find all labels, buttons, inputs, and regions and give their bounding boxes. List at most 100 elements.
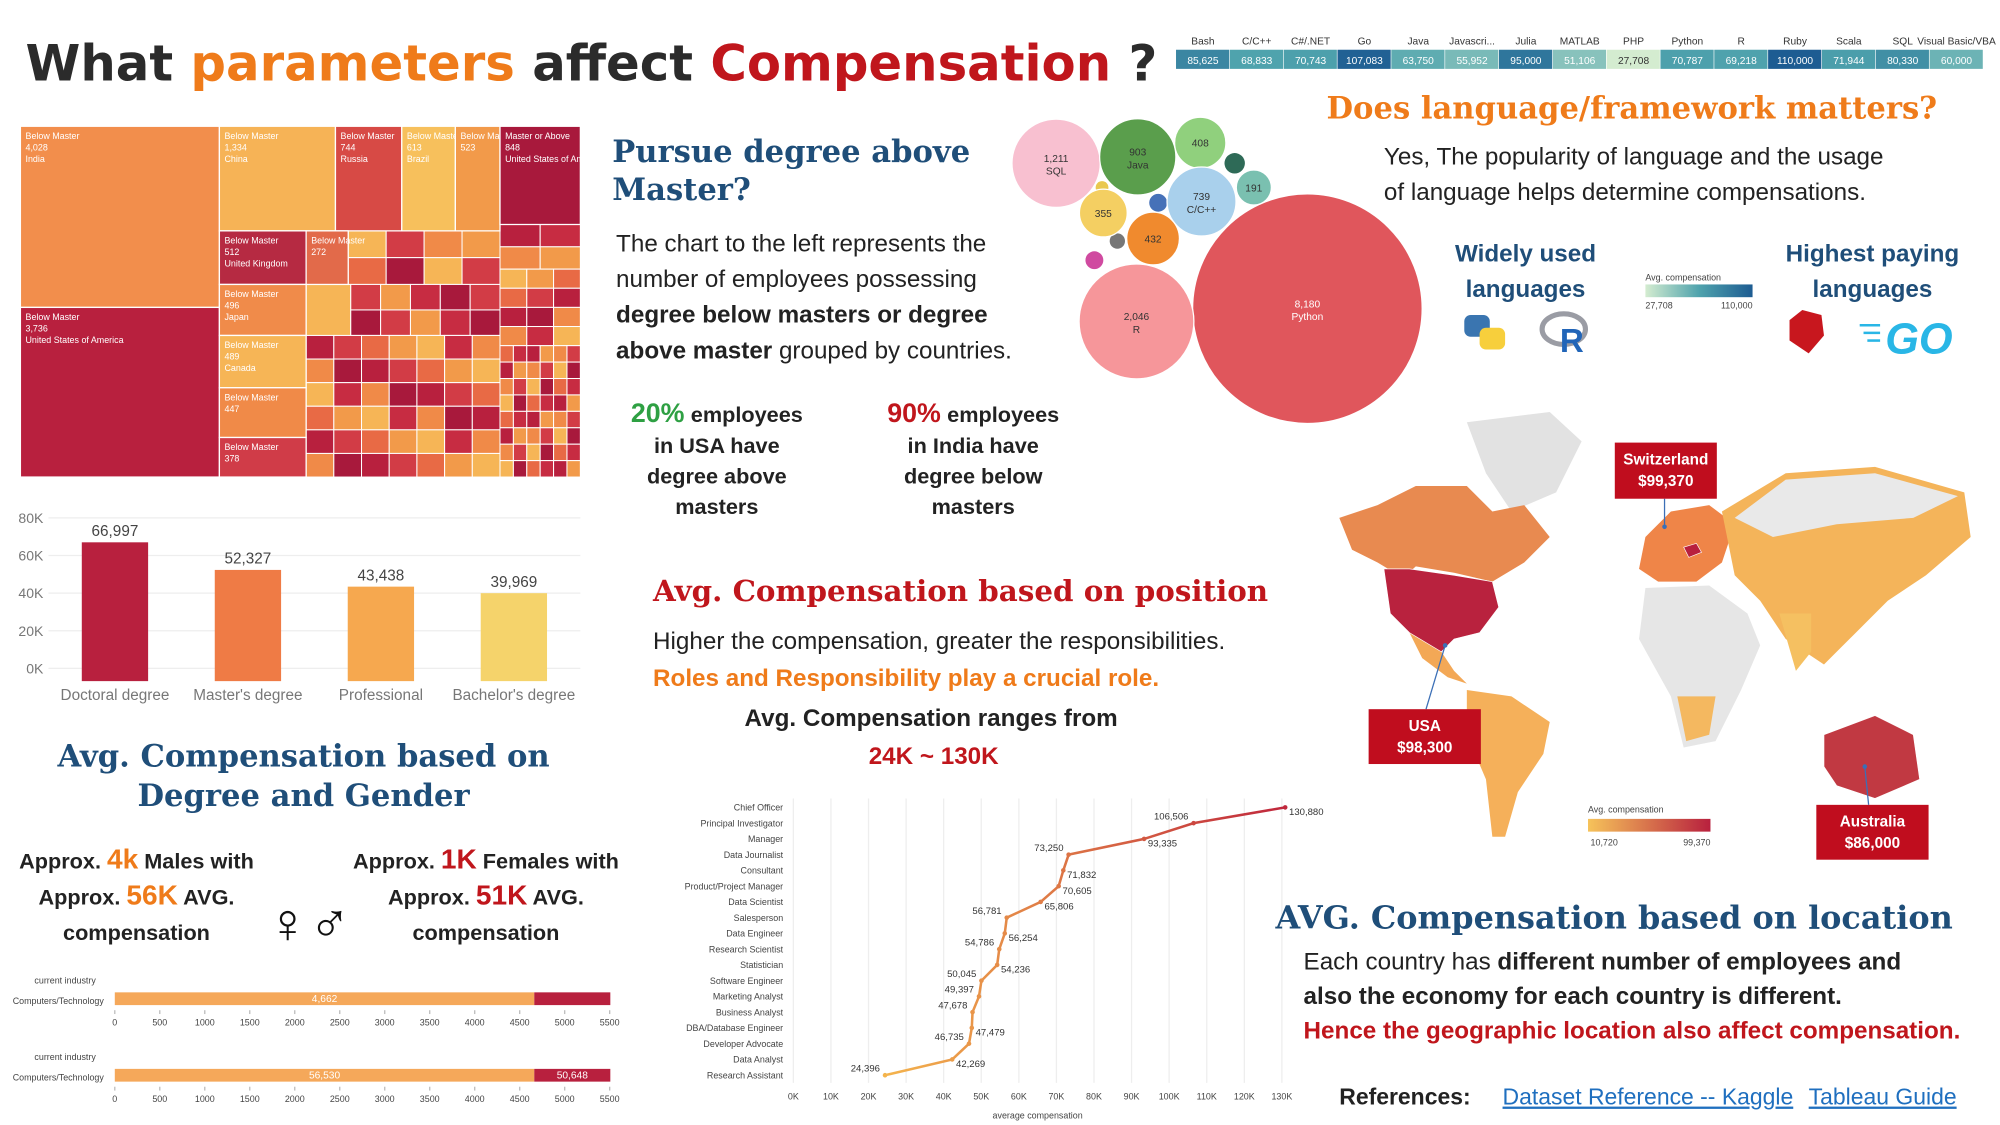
- treemap-filler: [461, 257, 501, 285]
- country: [1383, 568, 1500, 653]
- section-text: above master grouped by countries.: [616, 337, 1012, 364]
- bubble: [1235, 169, 1273, 206]
- point: [994, 962, 1000, 968]
- treemap-filler: [539, 410, 555, 429]
- treemap-filler: [471, 334, 501, 360]
- y-tick-label: Consultant: [741, 866, 784, 876]
- treemap-filler: [539, 223, 581, 248]
- country: [1823, 715, 1920, 799]
- x-tick-label: 40K: [936, 1091, 952, 1101]
- treemap-filler: [333, 405, 363, 431]
- treemap-filler: [385, 257, 425, 285]
- treemap-filler: [469, 309, 501, 336]
- x-tick-label: 5000: [555, 1018, 575, 1028]
- treemap-filler: [361, 334, 390, 360]
- treemap-filler: [361, 405, 390, 431]
- gender-text-part: 51K: [476, 879, 527, 910]
- treemap-filler: [526, 394, 541, 412]
- treemap-label: Below Master: [224, 340, 278, 350]
- point-label: 93,335: [1148, 839, 1177, 850]
- heatmap-header: PHP: [1623, 37, 1644, 48]
- point: [1038, 899, 1043, 905]
- r-icon-letter: R: [1560, 323, 1584, 360]
- treemap-filler: [539, 361, 555, 380]
- heatmap-cell: [1929, 49, 1983, 69]
- heatmap-value: 70,787: [1672, 56, 1703, 67]
- y-tick-label: Research Scientist: [709, 944, 784, 954]
- treemap-filler: [539, 427, 555, 445]
- treemap-filler: [553, 361, 568, 380]
- treemap-filler: [350, 309, 382, 336]
- heatmap-value: 95,000: [1510, 56, 1541, 67]
- treemap-filler: [444, 452, 473, 478]
- bubble-value: 2,046: [1124, 312, 1150, 323]
- treemap-label: Below Master: [311, 236, 365, 246]
- reference-link[interactable]: Dataset Reference -- Kaggle: [1503, 1084, 1794, 1110]
- x-tick-label: 130K: [1271, 1091, 1292, 1101]
- bubble-label: Java: [1127, 160, 1149, 171]
- gender-text-part: Approx.: [19, 849, 107, 874]
- treemap-filler: [499, 287, 528, 308]
- bubble-value: 191: [1245, 183, 1262, 194]
- chart-title: current industry: [34, 975, 96, 985]
- point-label: 106,506: [1154, 811, 1189, 822]
- bubble-small: [1149, 193, 1168, 212]
- callout-tip: [1862, 764, 1868, 769]
- treemap-filler: [539, 377, 555, 396]
- point: [1002, 931, 1008, 936]
- section-text: Each country has different number of emp…: [1304, 948, 1902, 975]
- russia: [1734, 473, 1958, 537]
- treemap-value: 523: [460, 143, 475, 153]
- treemap-filler: [512, 377, 528, 396]
- reference-link[interactable]: Tableau Guide: [1809, 1084, 1957, 1110]
- ruby-icon: [1789, 309, 1824, 354]
- gender-text-part: AVG.: [178, 884, 235, 909]
- y-tick-label: Statistician: [740, 960, 783, 970]
- central-america: [1409, 632, 1467, 684]
- section-title: Pursue degree above: [612, 134, 970, 170]
- legend-ramp: [1645, 284, 1753, 298]
- bubble-label: Python: [1292, 312, 1324, 323]
- heatmap-header: Java: [1407, 37, 1429, 48]
- bubble: [1098, 118, 1177, 196]
- line: [884, 806, 1286, 1077]
- gender-text: Approx. 4k Males with: [19, 844, 254, 875]
- x-tick-label: 2500: [330, 1018, 350, 1028]
- heatmap-header: C#/.NET: [1291, 37, 1330, 48]
- treemap-filler: [385, 230, 425, 259]
- treemap-filler: [499, 345, 514, 363]
- point: [1056, 883, 1061, 889]
- bubble-value: 355: [1095, 209, 1112, 220]
- y-tick-label: DBA/Database Engineer: [686, 1023, 783, 1033]
- treemap-filler: [553, 326, 581, 347]
- stat-line: masters: [675, 494, 758, 519]
- canada: [1339, 485, 1550, 582]
- x-tick-label: 4500: [510, 1018, 530, 1028]
- x-tick-label: 1000: [195, 1094, 215, 1104]
- x-axis-title: average compensation: [993, 1111, 1083, 1121]
- point-label: 73,250: [1034, 843, 1063, 854]
- treemap-filler: [553, 394, 568, 412]
- x-tick-label: 5000: [555, 1094, 575, 1104]
- treemap-filler: [416, 405, 446, 431]
- gender-text-part: compensation: [63, 920, 210, 945]
- treemap-filler: [566, 460, 581, 478]
- x-tick-label: 90K: [1124, 1091, 1140, 1101]
- x-tick-label: 1500: [240, 1094, 260, 1104]
- callout-arrow: [1425, 645, 1446, 710]
- treemap-filler: [380, 309, 411, 336]
- treemap-value: 4,028: [26, 143, 48, 153]
- treemap-filler: [553, 443, 568, 462]
- point-label: 56,254: [1009, 933, 1039, 944]
- treemap-filler: [553, 345, 568, 363]
- treemap-country: Brazil: [407, 154, 429, 164]
- y-tick-label: Software Engineer: [710, 976, 783, 986]
- y-tick-label: Data Engineer: [726, 929, 783, 939]
- treemap-filler: [512, 460, 528, 478]
- heatmap-header: Python: [1672, 37, 1704, 48]
- x-tick-label: 4000: [465, 1094, 485, 1104]
- y-tick-label: Research Assistant: [707, 1070, 784, 1080]
- x-tick-label: 20K: [861, 1091, 877, 1101]
- treemap-country: China: [224, 154, 247, 164]
